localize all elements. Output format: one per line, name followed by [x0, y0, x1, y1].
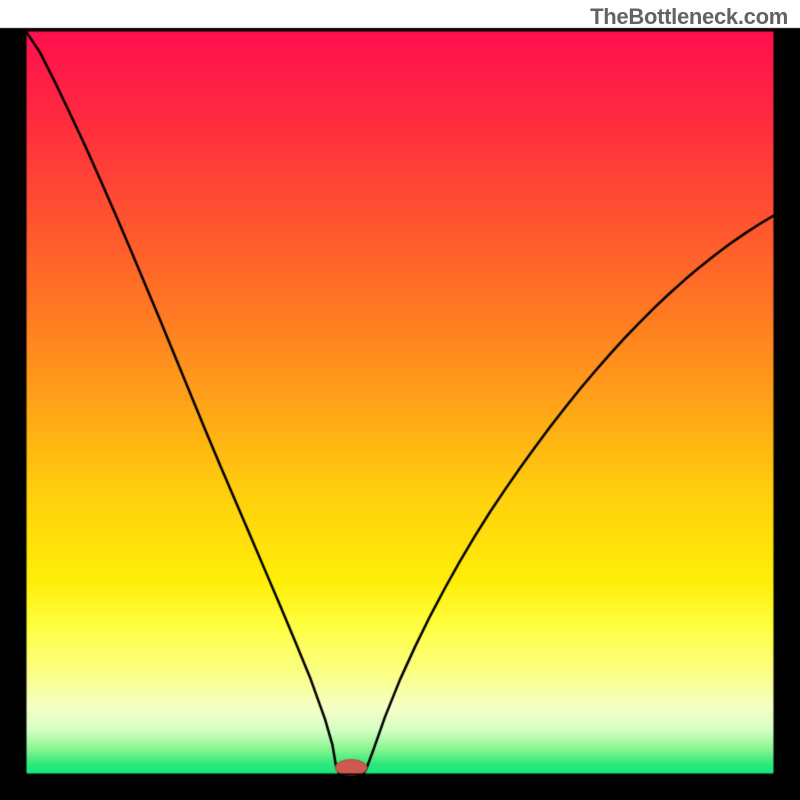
bottleneck-chart-canvas [0, 0, 800, 800]
watermark-text: TheBottleneck.com [590, 4, 788, 30]
